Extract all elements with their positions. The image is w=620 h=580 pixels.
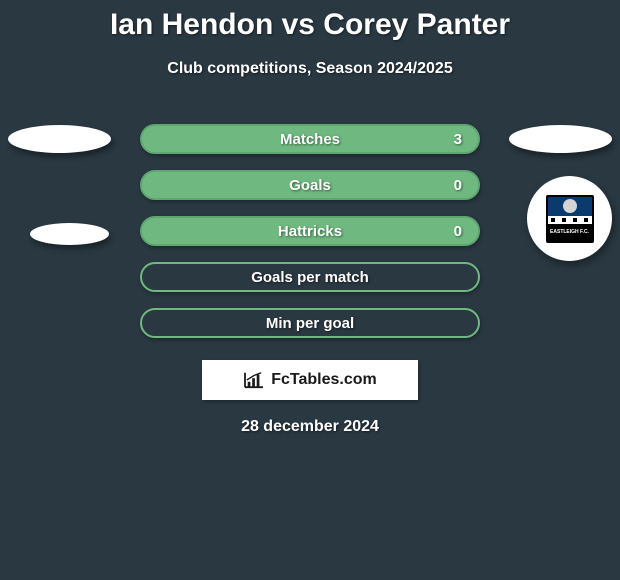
stat-pill: Goals 0: [140, 170, 480, 200]
stat-label: Hattricks: [278, 223, 342, 240]
stat-label: Goals per match: [251, 269, 369, 286]
stat-pill: Matches 3: [140, 124, 480, 154]
stat-row-matches: Matches 3: [0, 124, 620, 154]
stat-pill: Goals per match: [140, 262, 480, 292]
chart-icon: [243, 371, 265, 389]
subtitle: Club competitions, Season 2024/2025: [0, 60, 620, 78]
club-badge: EASTLEIGH F.C.: [527, 176, 612, 261]
stat-row-min-per-goal: Min per goal: [0, 308, 620, 338]
brand-badge[interactable]: FcTables.com: [202, 360, 418, 400]
club-crest-icon: EASTLEIGH F.C.: [546, 195, 594, 243]
stat-row-goals-per-match: Goals per match: [0, 262, 620, 292]
brand-name: FcTables.com: [271, 371, 377, 389]
club-name-label: EASTLEIGH F.C.: [548, 224, 592, 240]
stat-pill: Min per goal: [140, 308, 480, 338]
page-title: Ian Hendon vs Corey Panter: [0, 8, 620, 42]
stat-label: Goals: [289, 177, 331, 194]
stat-value: 0: [454, 223, 462, 240]
stat-label: Min per goal: [266, 315, 354, 332]
stat-label: Matches: [280, 131, 340, 148]
stat-pill: Hattricks 0: [140, 216, 480, 246]
left-player-badge-1: [8, 125, 111, 153]
date-label: 28 december 2024: [0, 418, 620, 436]
comparison-card: Ian Hendon vs Corey Panter Club competit…: [0, 0, 620, 436]
stat-row-goals: Goals 0: [0, 170, 620, 200]
stat-value: 0: [454, 177, 462, 194]
right-player-badge-1: [509, 125, 612, 153]
stat-value: 3: [454, 131, 462, 148]
